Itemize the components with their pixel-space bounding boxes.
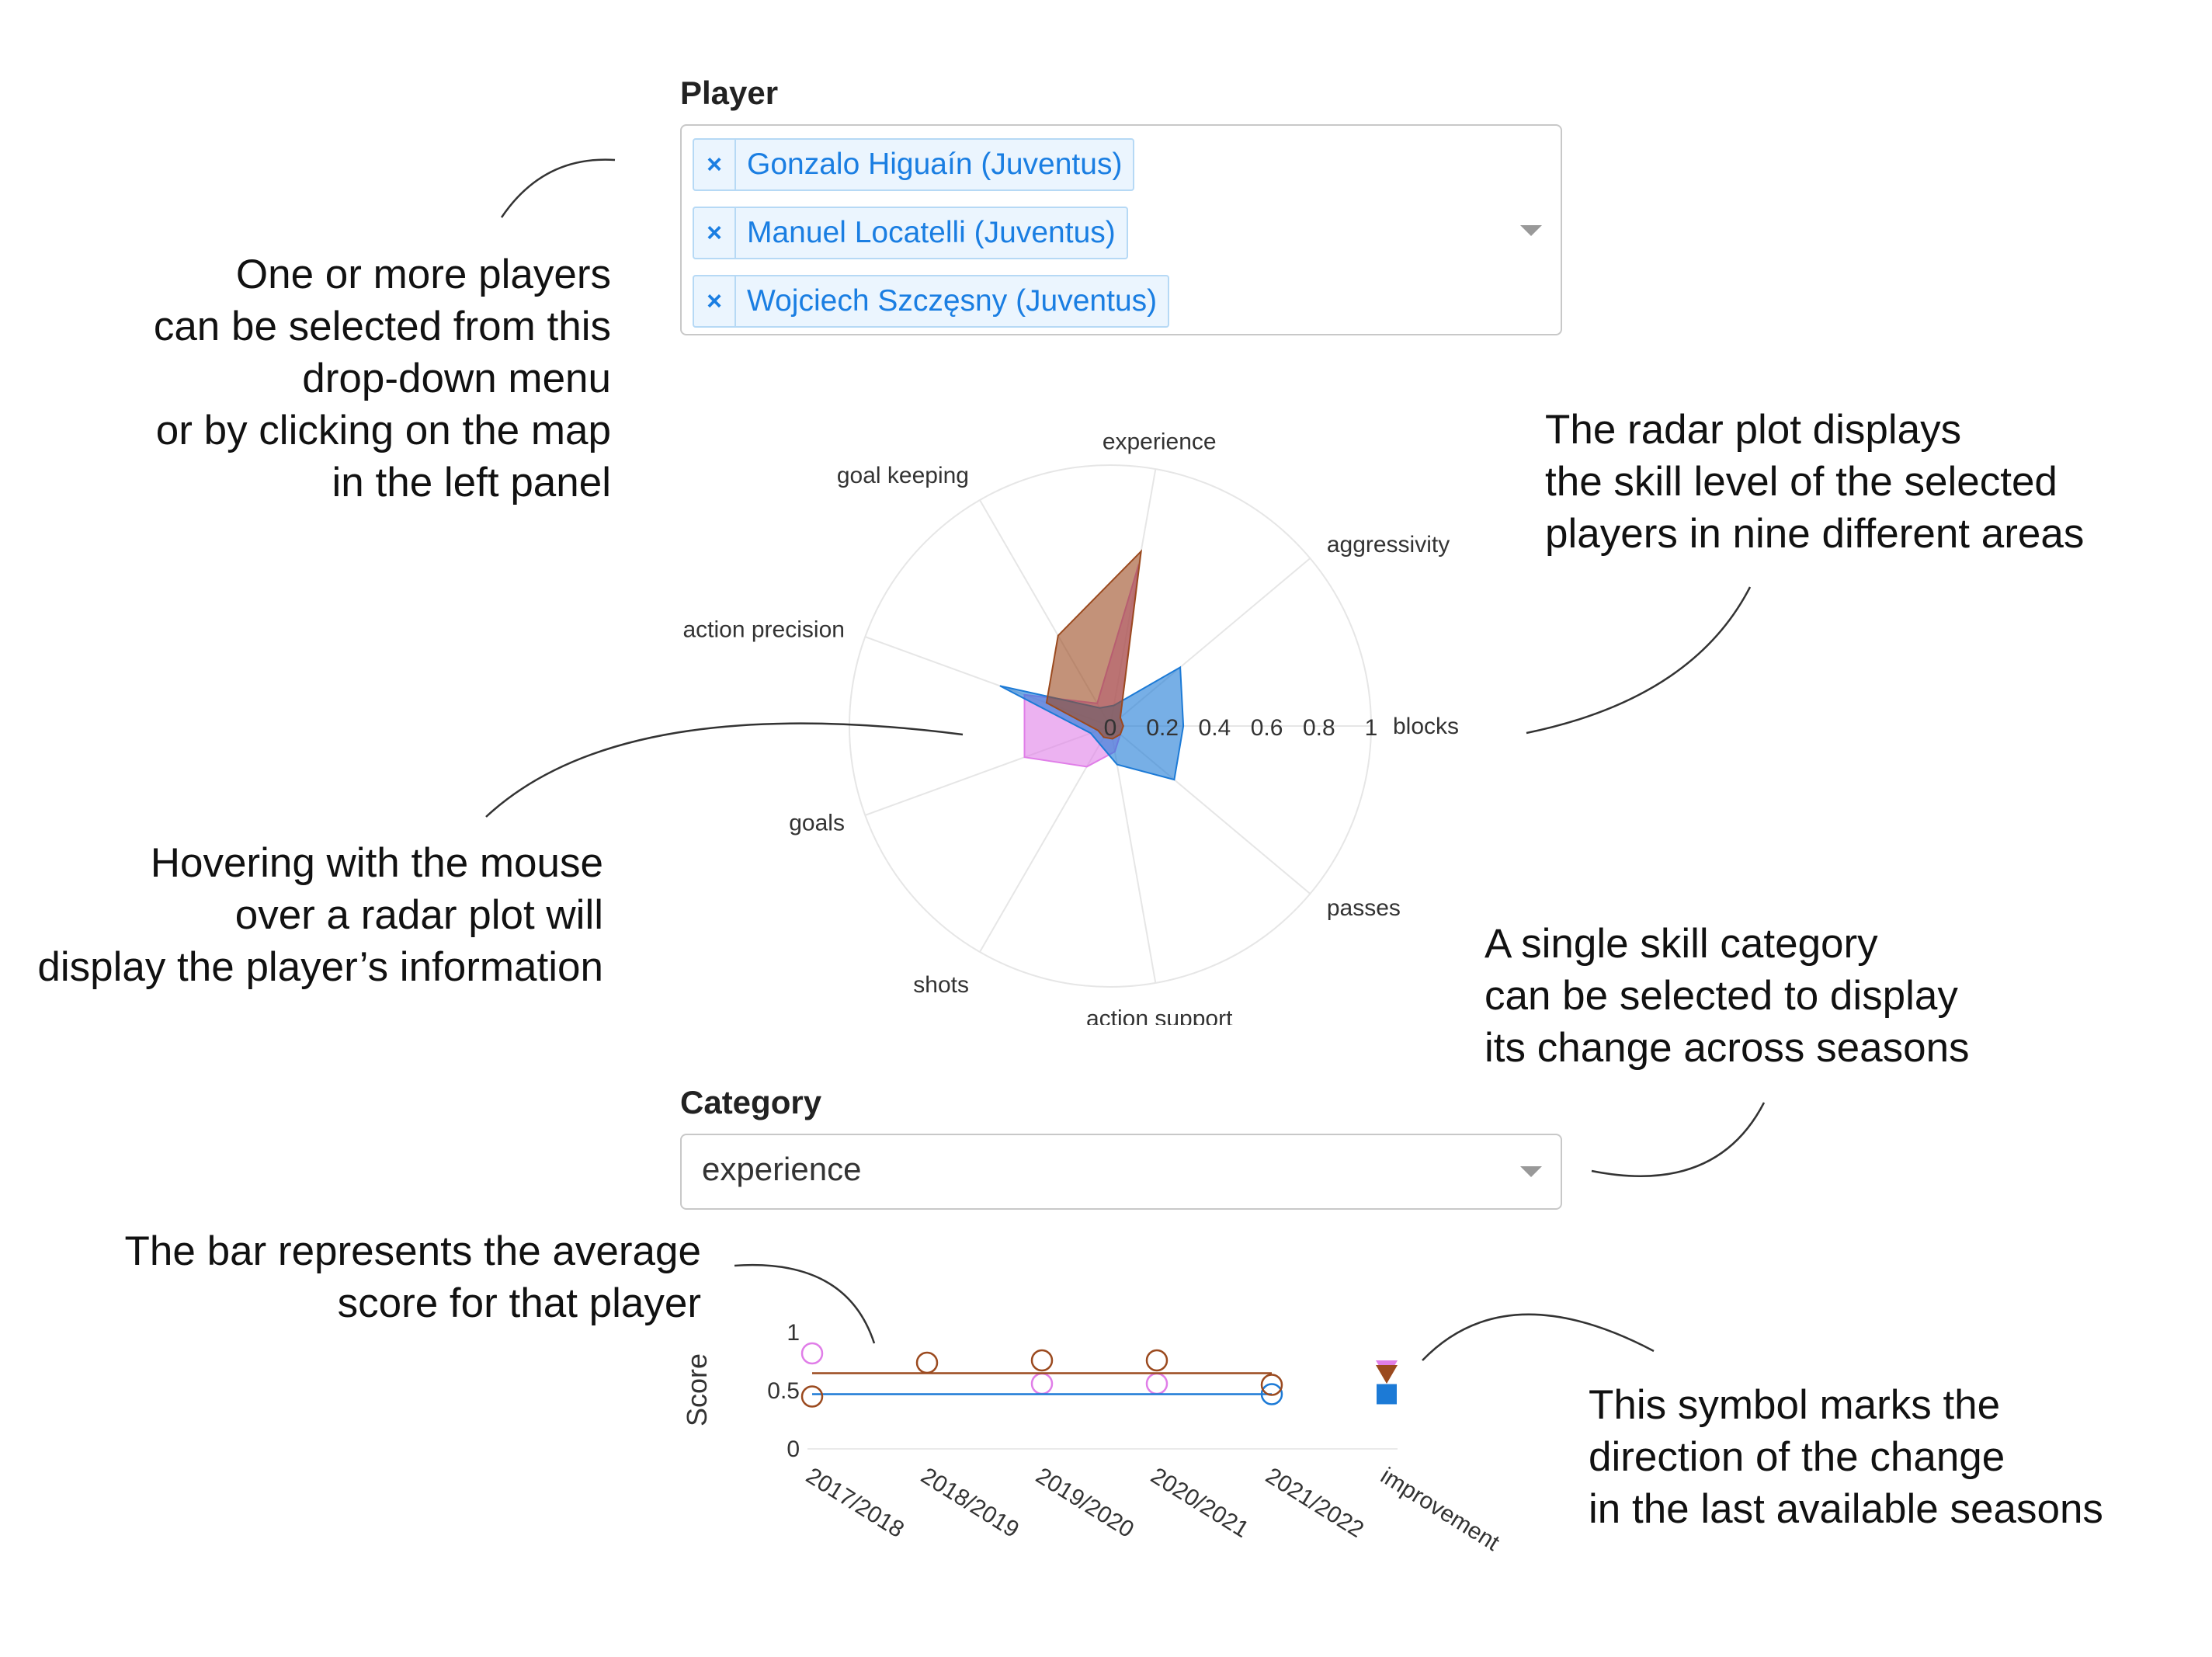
selected-player-chip: × Wojciech Szczęsny (Juventus)	[693, 275, 1170, 328]
score-point-brown	[800, 1385, 824, 1408]
selected-player-chip: × Manuel Locatelli (Juventus)	[693, 207, 1128, 259]
radar-tick-label: 0	[1104, 715, 1117, 741]
improvement-symbol-blue	[1377, 1384, 1397, 1405]
radar-series-brown	[1045, 549, 1143, 740]
score-ytick-label: 0	[787, 1436, 800, 1462]
radar-axis-label: action precision	[682, 617, 844, 643]
annotation-bar: The bar represents the average score for …	[124, 1228, 701, 1326]
selected-player-label: Gonzalo Higuaín (Juventus)	[747, 148, 1123, 181]
radar-tick-label: 0.8	[1303, 715, 1335, 741]
radar-axis-label: shots	[913, 972, 969, 998]
annotation-player-select: One or more players can be selected from …	[153, 252, 611, 505]
radar-tick-label: 1	[1365, 715, 1378, 741]
radar-axis-label: action support	[1086, 1006, 1233, 1025]
score-point-pink	[800, 1342, 824, 1365]
callout-line-player	[500, 158, 616, 218]
callout-line-radar	[1526, 586, 1752, 735]
category-select[interactable]: experience	[680, 1134, 1562, 1210]
score-point-brown	[1030, 1349, 1054, 1372]
chevron-down-icon[interactable]	[1520, 225, 1542, 236]
radar-spoke	[1109, 725, 1157, 984]
selected-player-label: Wojciech Szczęsny (Juventus)	[747, 284, 1158, 318]
callout-line-category	[1591, 1102, 1766, 1177]
annotation-symbol: This symbol marks the direction of the ch…	[1589, 1382, 2103, 1532]
callout-line-bar	[734, 1263, 876, 1344]
category-selected-value: experience	[702, 1151, 862, 1187]
annotation-hover: Hovering with the mouse over a radar plot…	[37, 840, 603, 990]
annotation-radar: The radar plot displays the skill level o…	[1545, 407, 2085, 557]
player-label: Player	[680, 75, 779, 111]
remove-player-icon[interactable]: ×	[694, 208, 736, 258]
annotation-category: A single skill category can be selected t…	[1485, 921, 1970, 1071]
radar-tick-label: 0.2	[1146, 715, 1179, 741]
radar-axis-label: experience	[1103, 429, 1217, 455]
radar-tick-label: 0.4	[1199, 715, 1231, 741]
score-point-brown	[1145, 1349, 1169, 1372]
callout-line-hover	[485, 722, 964, 818]
score-point-blue	[1260, 1383, 1283, 1405]
radar-axis-label: aggressivity	[1327, 532, 1450, 558]
category-label: Category	[680, 1084, 822, 1120]
radar-axis-label: goals	[789, 810, 845, 835]
score-ytick-label: 1	[787, 1320, 800, 1346]
score-ylabel: Score	[681, 1353, 713, 1426]
score-point-brown	[1260, 1374, 1283, 1396]
player-multiselect[interactable]: × Gonzalo Higuaín (Juventus) × Manuel Lo…	[680, 124, 1562, 335]
selected-player-chip: × Gonzalo Higuaín (Juventus)	[693, 138, 1135, 191]
radar-chart[interactable]: 0 0.2 0.4 0.6 0.8 1 experience aggressivity blo…	[660, 404, 1475, 1025]
improvement-symbol-brown	[1376, 1365, 1398, 1384]
selected-player-label: Manuel Locatelli (Juventus)	[747, 216, 1116, 249]
remove-player-icon[interactable]: ×	[694, 276, 736, 326]
radar-axis-label: blocks	[1393, 714, 1459, 739]
radar-tick-label: 0.6	[1251, 715, 1283, 741]
chevron-down-icon[interactable]	[1520, 1166, 1542, 1177]
remove-player-icon[interactable]: ×	[694, 140, 736, 189]
score-ytick-label: 0.5	[767, 1378, 800, 1404]
radar-axis-label: passes	[1327, 895, 1401, 921]
callout-line-symbol	[1422, 1313, 1655, 1361]
radar-axis-label: goal keeping	[837, 463, 969, 488]
score-point-brown	[915, 1351, 939, 1374]
